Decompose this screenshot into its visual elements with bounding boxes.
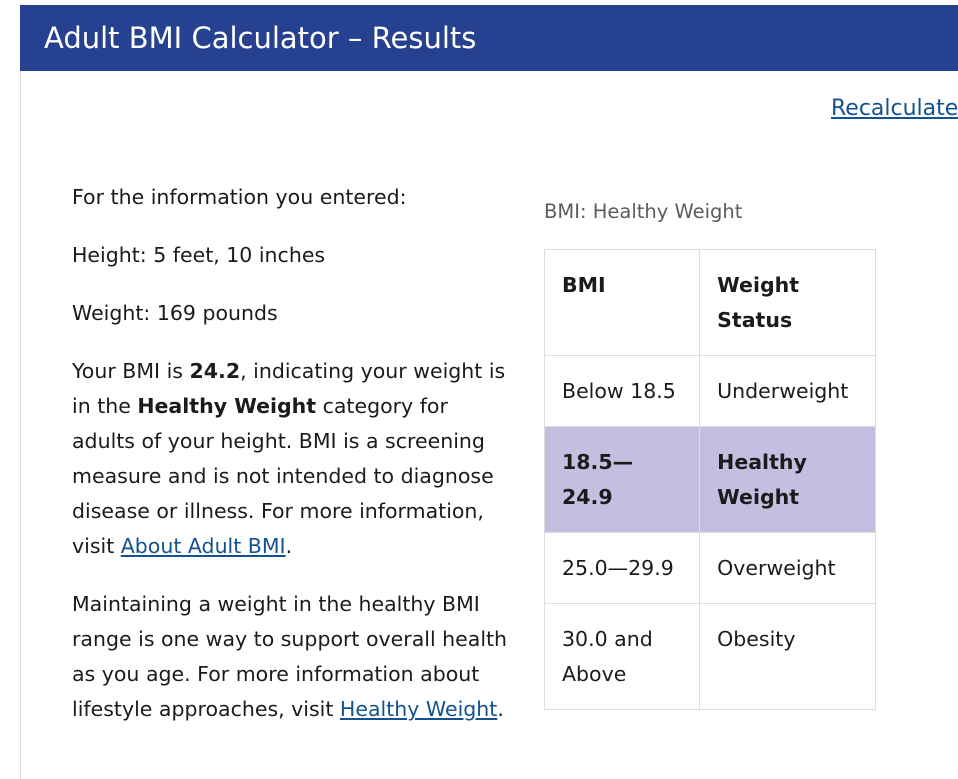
bmi-result-rest: category for adults of your height. BMI … bbox=[72, 394, 494, 558]
bmi-result-mid: , indicating your weight is in the bbox=[72, 359, 506, 418]
about-adult-bmi-link[interactable]: About Adult BMI bbox=[120, 534, 286, 558]
weight-status-cell: Healthy Weight bbox=[699, 426, 876, 533]
table-caption: BMI: Healthy Weight bbox=[544, 200, 743, 223]
table-header-row: BMI Weight Status bbox=[543, 249, 876, 356]
weight-status-cell: Overweight bbox=[699, 532, 876, 604]
bmi-range-cell: 25.0—29.9 bbox=[543, 532, 701, 604]
bmi-result-lead: Your BMI is bbox=[72, 359, 190, 383]
table-row: 25.0—29.9 Overweight bbox=[543, 532, 876, 604]
healthy-weight-link[interactable]: Healthy Weight bbox=[339, 697, 498, 721]
table-row: 30.0 and Above Obesity bbox=[543, 603, 876, 710]
bmi-table: BMI Weight Status Below 18.5 Underweight… bbox=[543, 249, 876, 710]
page-title: Adult BMI Calculator – Results bbox=[44, 21, 477, 55]
table-row: Below 18.5 Underweight bbox=[543, 355, 876, 427]
bmi-result-paragraph: Your BMI is 24.2, indicating your weight… bbox=[72, 354, 512, 564]
bmi-range-cell: Below 18.5 bbox=[543, 355, 701, 427]
weight-status-cell: Obesity bbox=[699, 603, 876, 710]
weight-text: Weight: 169 pounds bbox=[72, 301, 278, 325]
results-text: For the information you entered: Height:… bbox=[72, 180, 512, 750]
table-row-highlighted: 18.5—24.9 Healthy Weight bbox=[543, 426, 876, 533]
maintain-end: . bbox=[497, 697, 504, 721]
bmi-category: Healthy Weight bbox=[137, 394, 317, 418]
intro-text: For the information you entered: bbox=[72, 185, 407, 209]
height-text: Height: 5 feet, 10 inches bbox=[72, 243, 326, 267]
bmi-value: 24.2 bbox=[189, 359, 241, 383]
maintain-paragraph: Maintaining a weight in the healthy BMI … bbox=[72, 587, 512, 727]
weight-status-cell: Underweight bbox=[699, 355, 876, 427]
bmi-range-cell: 18.5—24.9 bbox=[543, 426, 701, 533]
column-header-bmi: BMI bbox=[543, 249, 701, 356]
page-header: Adult BMI Calculator – Results bbox=[20, 5, 958, 71]
column-header-weight-status: Weight Status bbox=[699, 249, 876, 356]
bmi-result-end: . bbox=[285, 534, 293, 558]
maintain-text: Maintaining a weight in the healthy BMI … bbox=[72, 592, 508, 721]
recalculate-link[interactable]: Recalculate bbox=[831, 96, 958, 121]
bmi-range-cell: 30.0 and Above bbox=[543, 603, 701, 710]
